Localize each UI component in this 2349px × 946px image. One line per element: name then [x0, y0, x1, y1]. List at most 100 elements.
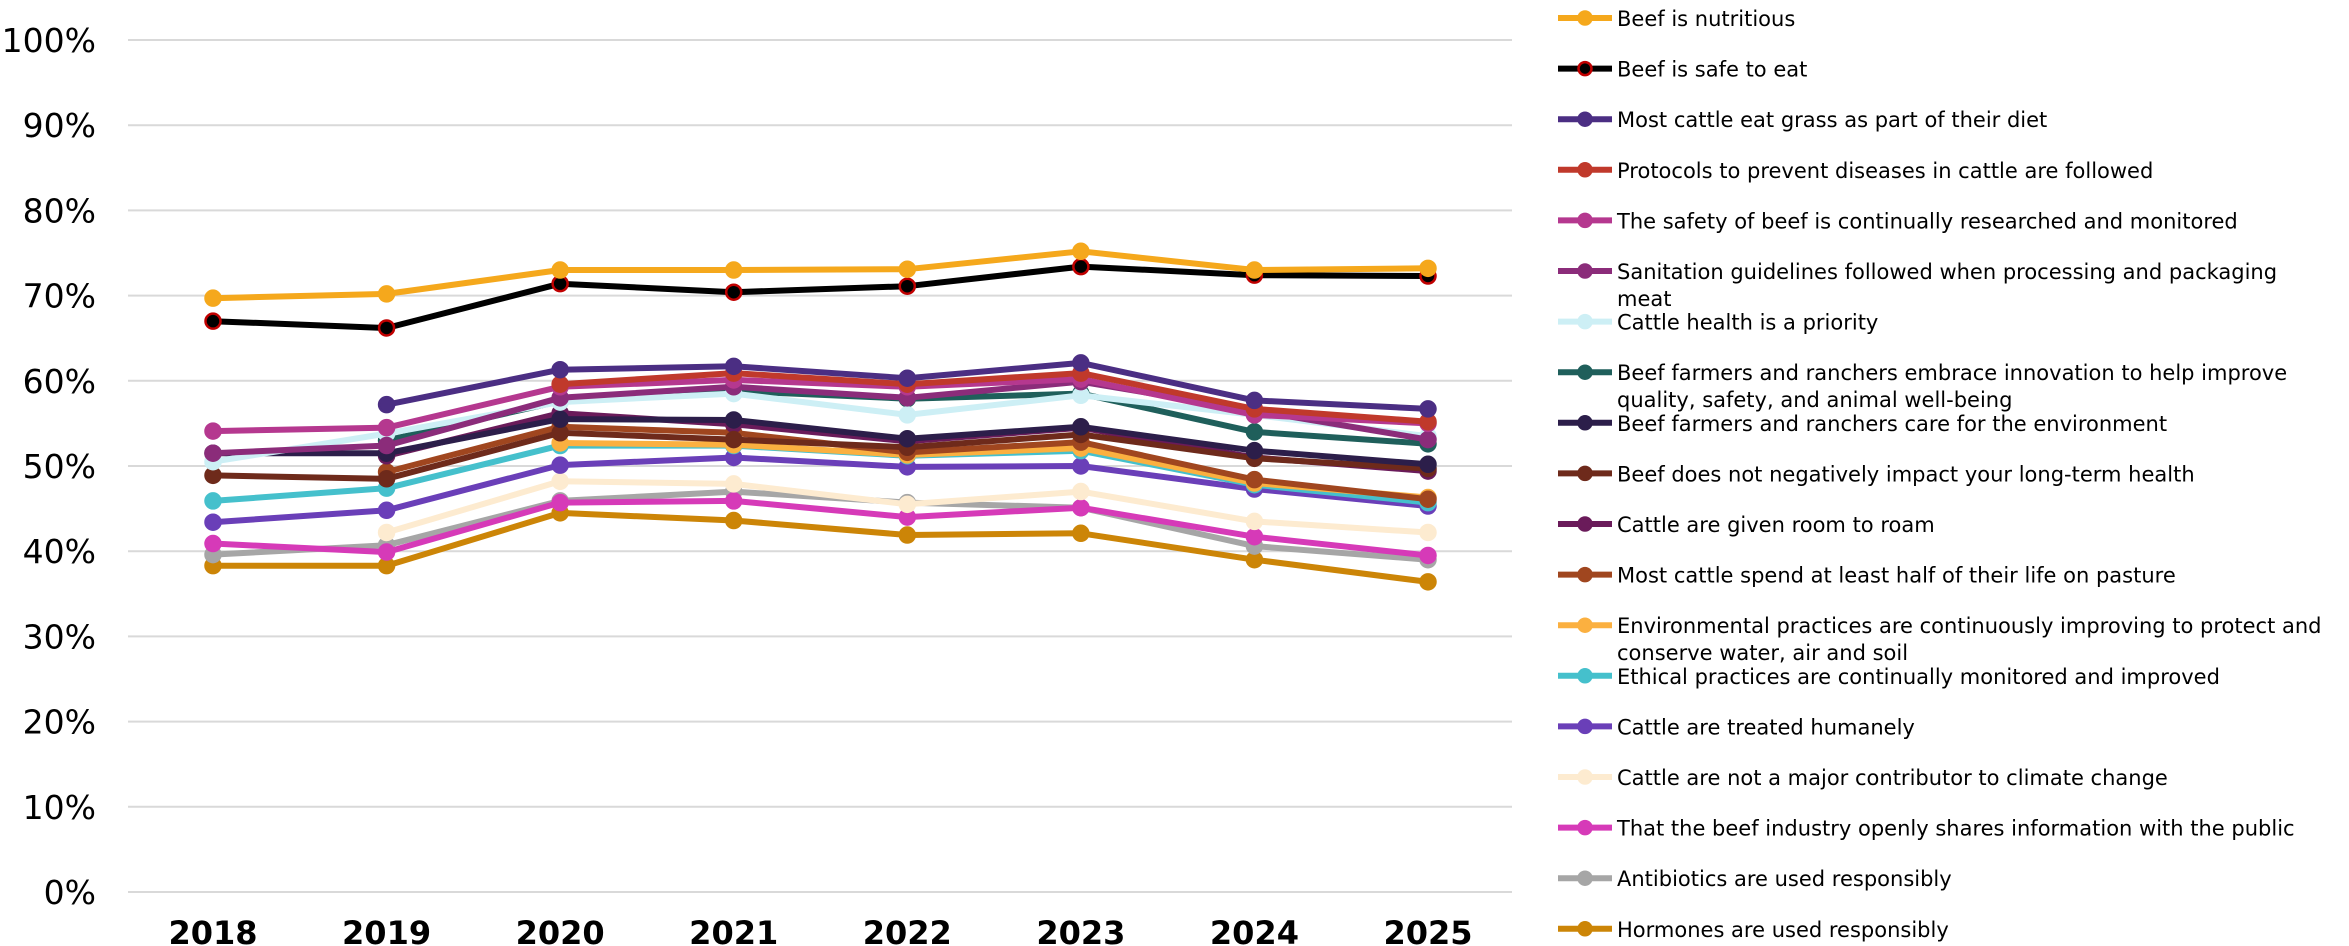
legend-label: Sanitation guidelines followed when proc…	[1617, 260, 2277, 311]
legend-item: Cattle health is a priority	[1558, 311, 1878, 335]
x-tick-label: 2022	[863, 914, 952, 946]
legend-label: Cattle are treated humanely	[1617, 715, 1915, 739]
data-point	[551, 456, 569, 474]
y-axis-ticks: 0% 10% 20% 30% 40% 50% 60% 70% 80% 90% 100%	[2, 21, 96, 912]
series-line	[212, 376, 1429, 435]
data-point	[1072, 498, 1090, 517]
data-point	[1072, 418, 1090, 436]
data-point	[377, 543, 396, 561]
y-tick-label: 70%	[23, 277, 96, 316]
legend-label: Antibiotics are used responsibly	[1617, 867, 1952, 891]
data-point	[1245, 441, 1264, 460]
legend-item: Beef is nutritious	[1558, 7, 1795, 31]
legend-swatch-marker	[1577, 516, 1593, 532]
legend-item: Ethical practices are continually monito…	[1558, 665, 2220, 689]
series-line	[212, 454, 1429, 526]
legend-label: The safety of beef is continually resear…	[1616, 209, 2238, 233]
data-point	[724, 411, 743, 429]
legend-swatch-marker	[1577, 415, 1593, 431]
data-point	[377, 523, 396, 542]
gridlines	[128, 39, 1512, 893]
legend-item: Cattle are not a major contributor to cl…	[1558, 766, 2168, 790]
series-0	[204, 242, 1437, 307]
series-line	[213, 416, 1429, 468]
series-line	[213, 509, 1429, 585]
x-tick-label: 2025	[1383, 914, 1472, 946]
x-tick-label: 2020	[516, 914, 605, 946]
legend-swatch-marker	[1577, 313, 1593, 330]
data-point	[204, 513, 222, 531]
y-tick-label: 50%	[23, 447, 96, 486]
series-15	[377, 472, 1437, 542]
legend-label: Most cattle eat grass as part of their d…	[1617, 108, 2047, 132]
y-tick-label: 0%	[44, 873, 96, 912]
data-point	[1245, 512, 1264, 531]
legend-label: Cattle are given room to roam	[1617, 513, 1935, 537]
y-tick-label: 40%	[23, 532, 96, 571]
data-point	[1072, 242, 1090, 261]
data-point	[377, 436, 396, 455]
data-point	[204, 422, 222, 440]
x-tick-label: 2024	[1210, 914, 1299, 946]
legend-item: Most cattle spend at least half of their…	[1558, 564, 2176, 588]
data-point	[724, 430, 743, 449]
y-tick-label: 60%	[23, 362, 96, 401]
x-tick-label: 2023	[1036, 914, 1125, 946]
data-point	[204, 492, 222, 510]
legend-swatch-marker	[1577, 870, 1593, 886]
data-point	[1072, 354, 1090, 372]
y-tick-label: 100%	[2, 21, 96, 60]
series-16	[204, 492, 1437, 565]
legend-swatch-marker	[1577, 668, 1593, 684]
series-line	[212, 429, 1429, 482]
y-tick-label: 80%	[23, 191, 96, 230]
legend-swatch-marker	[1577, 10, 1593, 26]
data-point	[1419, 430, 1437, 449]
x-tick-label: 2019	[342, 914, 431, 946]
legend-label: Beef is nutritious	[1617, 7, 1795, 31]
legend-item: That the beef industry openly shares inf…	[1558, 817, 2295, 841]
data-point	[204, 444, 222, 462]
legend-item: Most cattle eat grass as part of their d…	[1558, 108, 2047, 132]
data-point	[377, 319, 396, 337]
legend-swatch-marker	[1577, 617, 1593, 633]
legend-label: That the beef industry openly shares inf…	[1616, 817, 2295, 841]
legend-swatch-marker	[1577, 212, 1593, 229]
data-point	[551, 493, 569, 512]
y-tick-label: 20%	[23, 703, 96, 742]
data-point	[551, 360, 569, 379]
series-2	[377, 354, 1437, 418]
x-tick-label: 2018	[168, 914, 257, 946]
legend-label: Cattle are not a major contributor to cl…	[1617, 766, 2168, 790]
legend-item: Environmental practices are continuously…	[1558, 614, 2322, 665]
y-tick-label: 90%	[23, 106, 96, 145]
legend-item: Beef does not negatively impact your lon…	[1558, 462, 2195, 486]
data-point	[1245, 470, 1264, 489]
legend-label: Environmental practices are continuously…	[1617, 614, 2322, 665]
legend-item: Beef farmers and ranchers embrace innova…	[1558, 361, 2287, 412]
legend: Beef is nutritious Beef is safe to eat Mos…	[1558, 7, 2322, 942]
legend-swatch-marker	[1577, 263, 1593, 279]
data-point	[1072, 524, 1090, 543]
data-point	[1419, 490, 1437, 508]
legend-swatch-marker	[1577, 364, 1593, 380]
data-point	[551, 472, 569, 491]
data-point	[898, 406, 917, 424]
legend-item: Beef is safe to eat	[1558, 58, 1807, 82]
data-point	[377, 470, 396, 488]
data-point	[551, 410, 569, 428]
data-point	[204, 312, 222, 330]
legend-swatch-marker	[1577, 921, 1593, 937]
data-point	[724, 261, 743, 279]
legend-label: Beef farmers and ranchers embrace innova…	[1617, 361, 2287, 412]
data-point	[898, 526, 917, 544]
legend-label: Beef does not negatively impact your lon…	[1617, 462, 2195, 486]
series-layer	[204, 242, 1437, 591]
legend-item: Cattle are treated humanely	[1558, 715, 1915, 739]
legend-label: Beef is safe to eat	[1617, 58, 1807, 82]
legend-swatch-marker	[1577, 60, 1593, 77]
legend-label: Hormones are used responsibly	[1617, 918, 1949, 942]
data-point	[204, 534, 222, 553]
